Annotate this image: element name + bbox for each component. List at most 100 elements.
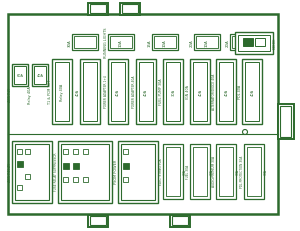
Bar	[172, 216, 188, 225]
Text: 10A: 10A	[119, 39, 123, 47]
Text: PDL 40A: PDL 40A	[238, 85, 242, 99]
Bar	[63, 149, 68, 154]
Bar	[108, 35, 134, 51]
Bar	[232, 37, 254, 49]
Bar	[118, 141, 158, 203]
Text: 30A: 30A	[183, 168, 187, 174]
Text: 30A: 30A	[210, 168, 214, 174]
Text: POWER ADAPTER 1+4: POWER ADAPTER 1+4	[104, 75, 108, 108]
Bar	[110, 37, 132, 49]
Text: POWER ADAPTER 40A: POWER ADAPTER 40A	[132, 76, 136, 108]
Text: 40A: 40A	[37, 74, 44, 78]
Text: 30A: 30A	[236, 168, 240, 174]
Text: PSOM POWER: PSOM POWER	[114, 159, 118, 183]
Bar	[12, 65, 28, 87]
Text: 40A: 40A	[225, 88, 229, 95]
Bar	[90, 216, 106, 225]
Text: FUEL PUMP 30A: FUEL PUMP 30A	[159, 78, 163, 105]
Bar	[123, 149, 128, 154]
Bar	[32, 65, 48, 87]
Text: 30A: 30A	[264, 168, 268, 174]
Text: 40A: 40A	[144, 88, 148, 95]
Bar	[120, 4, 140, 16]
Bar	[73, 163, 79, 169]
Bar	[80, 60, 100, 125]
Bar	[216, 60, 236, 125]
Text: 40A: 40A	[199, 88, 203, 95]
Text: DIODE: DIODE	[273, 37, 277, 49]
Bar	[8, 15, 278, 214]
Bar	[235, 33, 273, 55]
Bar	[123, 177, 128, 182]
Bar	[238, 36, 270, 52]
Bar	[193, 147, 207, 196]
Bar	[58, 141, 112, 203]
Bar	[166, 63, 180, 122]
Text: ELEC. STRNG 30A: ELEC. STRNG 30A	[159, 158, 163, 184]
Bar	[245, 63, 259, 122]
Bar	[122, 5, 138, 14]
Bar	[17, 161, 23, 167]
Bar	[90, 5, 106, 14]
Text: 60A: 60A	[16, 74, 23, 78]
Bar	[25, 149, 30, 154]
Bar	[193, 63, 207, 122]
Bar	[111, 63, 125, 122]
Text: ABS RLY: ABS RLY	[8, 88, 12, 102]
Bar	[55, 63, 69, 122]
Text: ALTERNATOR/DIODE 40A: ALTERNATOR/DIODE 40A	[212, 73, 216, 110]
Text: 40A: 40A	[116, 88, 120, 95]
Bar	[278, 105, 294, 139]
Text: IGN 40A: IGN 40A	[186, 85, 190, 98]
Bar	[154, 37, 176, 49]
Bar	[219, 63, 233, 122]
Bar	[72, 35, 98, 51]
Text: T1 & PCM SHT: T1 & PCM SHT	[48, 79, 52, 104]
Bar	[219, 147, 233, 196]
Bar	[14, 67, 26, 85]
Bar	[15, 144, 49, 200]
Text: 10A: 10A	[205, 39, 209, 47]
Bar	[61, 144, 109, 200]
Bar	[163, 60, 183, 125]
Text: 30A: 30A	[68, 39, 72, 47]
Bar	[63, 177, 68, 182]
Bar	[139, 63, 153, 122]
Text: FUSE RELAY SUPPRESSOR: FUSE RELAY SUPPRESSOR	[54, 152, 58, 190]
Bar	[121, 144, 155, 200]
Text: 40A: 40A	[251, 88, 255, 95]
Bar	[196, 37, 218, 49]
Bar	[73, 177, 78, 182]
Text: Relay 40A: Relay 40A	[28, 86, 32, 103]
Bar	[190, 144, 210, 199]
Bar	[83, 63, 97, 122]
Bar	[83, 177, 88, 182]
Text: RUNNING LIGHTS: RUNNING LIGHTS	[104, 28, 108, 58]
Bar	[34, 67, 46, 85]
Bar	[123, 163, 129, 169]
Bar	[17, 149, 22, 154]
Bar	[242, 60, 262, 125]
Text: 20A: 20A	[190, 39, 194, 47]
Text: 20A: 20A	[226, 39, 230, 47]
Text: FUEL 30A: FUEL 30A	[186, 164, 190, 178]
Bar	[74, 37, 96, 49]
Text: ABS RELAY: ABS RELAY	[8, 162, 12, 181]
Bar	[17, 185, 22, 190]
Bar	[63, 163, 69, 169]
Bar	[190, 60, 210, 125]
Bar	[230, 35, 256, 51]
Bar	[152, 35, 178, 51]
Bar	[12, 141, 52, 203]
Bar	[216, 144, 236, 199]
Bar	[170, 215, 190, 227]
Text: 40A: 40A	[76, 88, 80, 95]
Text: AUDIO/PREMIUM 30A: AUDIO/PREMIUM 30A	[212, 156, 216, 187]
Bar	[255, 39, 265, 47]
Bar	[108, 60, 128, 125]
Bar	[280, 106, 291, 137]
Text: 30A: 30A	[172, 88, 176, 95]
Text: 15A: 15A	[148, 39, 152, 47]
Bar	[73, 149, 78, 154]
Bar	[83, 149, 88, 154]
